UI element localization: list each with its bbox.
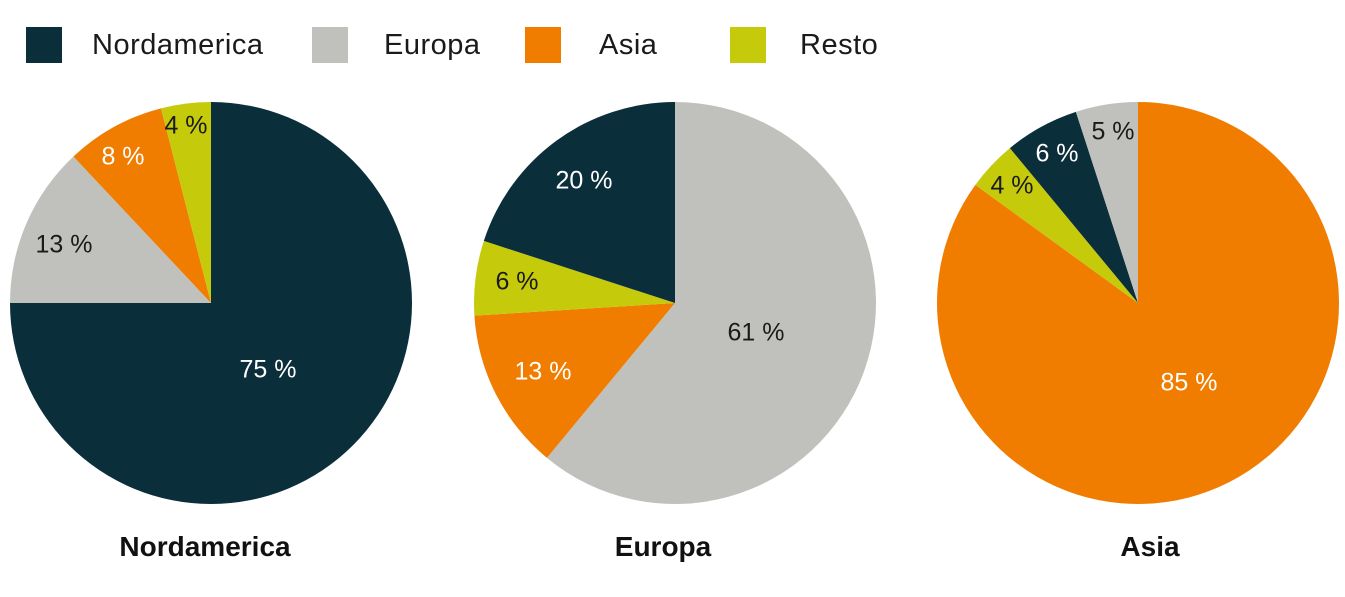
legend-swatch-resto <box>730 27 766 63</box>
slice-label-nordamerica-resto: 4 % <box>164 112 207 140</box>
pie-title-asia: Asia <box>1120 531 1180 562</box>
pie-title-europa: Europa <box>615 531 712 562</box>
legend-swatch-asia <box>525 27 561 63</box>
legend-swatch-nordamerica <box>26 27 62 63</box>
slice-label-asia-europa: 5 % <box>1091 118 1134 146</box>
slice-label-asia-asia: 85 % <box>1161 369 1218 397</box>
legend-label-europa: Europa <box>384 28 481 61</box>
pie-europa: 61 % 13 % 6 % 20 % Europa <box>474 102 876 562</box>
slice-europa-resto <box>474 240 675 316</box>
legend-item-nordamerica: Nordamerica <box>26 27 264 63</box>
slice-nordamerica-resto <box>161 102 211 303</box>
slice-asia-nordamerica <box>1009 111 1138 303</box>
slice-label-europa-nordamerica: 20 % <box>556 167 613 195</box>
slice-europa-asia <box>474 303 675 458</box>
pie-nordamerica: 75 % 13 % 8 % 4 % Nordamerica <box>10 102 412 562</box>
slice-europa-europa <box>546 102 876 505</box>
legend-item-europa: Europa <box>312 27 481 63</box>
slice-nordamerica-europa <box>10 156 211 303</box>
legend-label-resto: Resto <box>800 28 879 61</box>
slice-europa-nordamerica <box>483 102 675 303</box>
legend-item-asia: Asia <box>525 27 657 63</box>
legend-label-nordamerica: Nordamerica <box>92 28 264 61</box>
legend-swatch-europa <box>312 27 348 63</box>
slice-label-europa-asia: 13 % <box>515 358 572 386</box>
legend-label-asia: Asia <box>599 28 658 61</box>
slice-label-nordamerica-nordamerica: 75 % <box>240 356 297 384</box>
legend-item-resto: Resto <box>730 27 878 63</box>
legend: Nordamerica Europa Asia Resto <box>0 0 1345 90</box>
slice-asia-europa <box>1075 102 1138 303</box>
slice-asia-asia <box>937 102 1339 505</box>
slice-label-nordamerica-europa: 13 % <box>36 231 93 259</box>
slice-label-asia-nordamerica: 6 % <box>1035 140 1078 168</box>
slice-label-europa-resto: 6 % <box>495 268 538 296</box>
slice-asia-resto <box>975 148 1138 303</box>
pie-asia: 85 % 4 %6 % 5 % Asia <box>937 102 1339 562</box>
slice-label-nordamerica-asia: 8 % <box>101 143 144 171</box>
slice-nordamerica-asia <box>73 108 211 303</box>
slice-label-europa-europa: 61 % <box>728 319 785 347</box>
slice-label-asia-resto: 4 % <box>990 172 1033 200</box>
pie-title-nordamerica: Nordamerica <box>119 531 291 562</box>
